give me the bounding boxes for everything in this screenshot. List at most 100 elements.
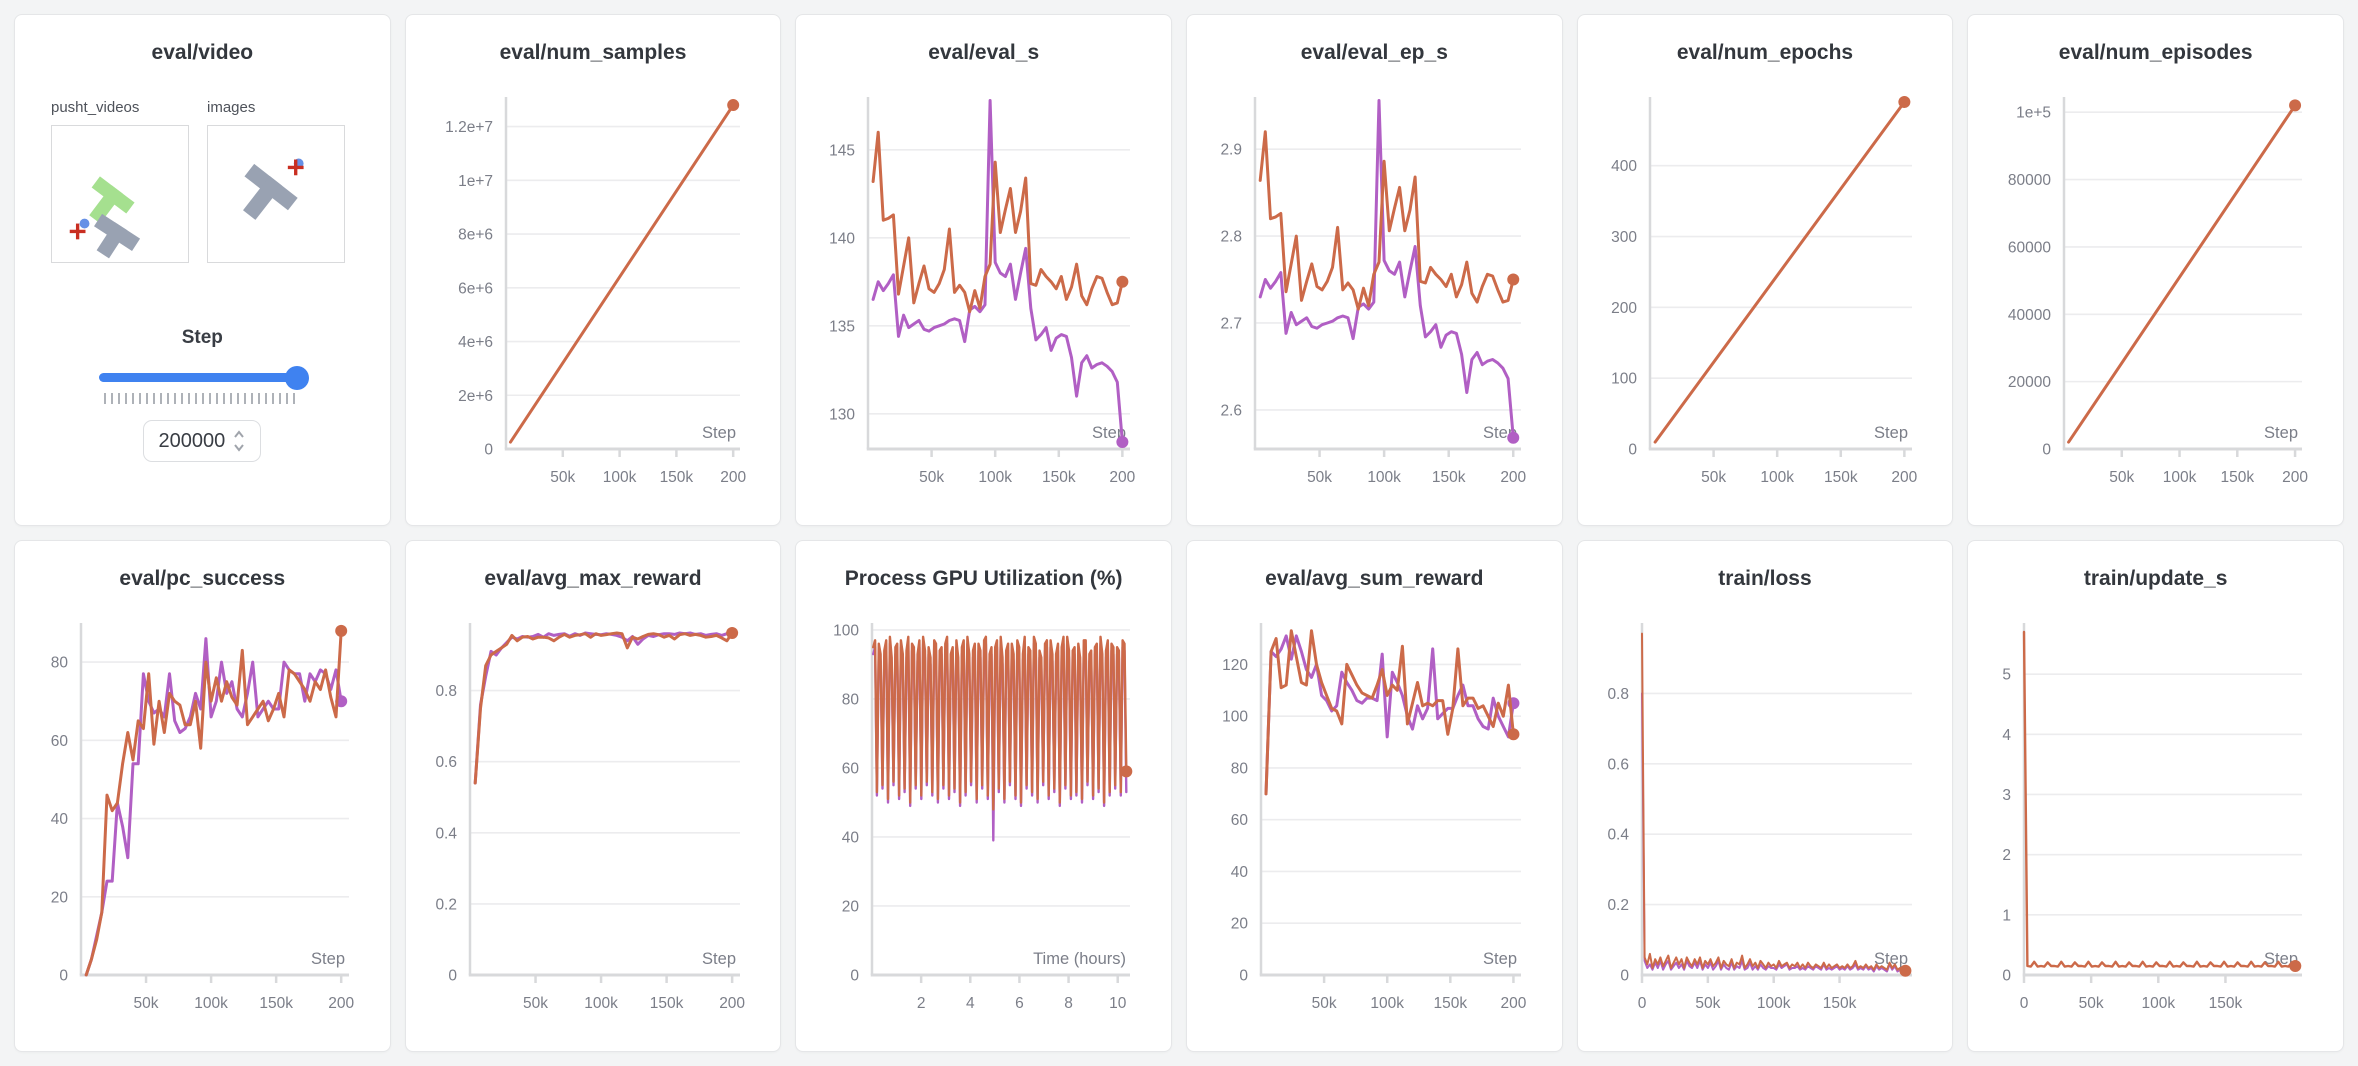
svg-text:100: 100 (1222, 709, 1248, 726)
svg-text:120: 120 (1222, 657, 1248, 674)
slider-tick-marks (104, 393, 301, 404)
svg-text:300: 300 (1611, 229, 1637, 246)
svg-text:100: 100 (833, 622, 859, 639)
svg-text:Step: Step (1483, 950, 1517, 968)
svg-text:200: 200 (1500, 995, 1526, 1012)
svg-text:0.6: 0.6 (435, 754, 457, 771)
svg-text:3: 3 (2003, 787, 2012, 804)
svg-text:60: 60 (1231, 812, 1249, 829)
svg-text:50k: 50k (1312, 995, 1337, 1012)
eval-avg-max-reward-plot[interactable]: 0 0.2 0.4 0.6 0.8 50k 100k 150k 200 Step (406, 607, 780, 1049)
svg-text:0.2: 0.2 (1607, 897, 1629, 914)
process-gpu-utilization-plot[interactable]: 0 20 40 60 80 100 2 4 6 8 10 Time (hours) (796, 607, 1170, 1049)
train-loss-plot[interactable]: 0 0.2 0.4 0.6 0.8 0 50k 100k 150k Step (1578, 607, 1952, 1049)
step-number-input[interactable]: 200000 (143, 420, 262, 462)
svg-text:140: 140 (829, 230, 855, 247)
svg-text:0: 0 (1628, 442, 1637, 459)
svg-text:2: 2 (2003, 847, 2012, 864)
panel-title-process-gpu-utilization: Process GPU Utilization (%) (844, 567, 1123, 590)
svg-text:150k: 150k (259, 995, 293, 1012)
panel-title-train-loss: train/loss (1718, 567, 1812, 590)
svg-text:130: 130 (829, 406, 855, 423)
stepper-chevrons-icon[interactable] (232, 427, 246, 455)
step-slider-label: Step (181, 327, 223, 348)
eval-num-samples-plot[interactable]: 0 2e+6 4e+6 6e+6 8e+6 1e+7 1.2e+7 50k 100k 150k 20… (406, 81, 780, 523)
svg-text:40000: 40000 (2008, 307, 2051, 324)
svg-text:0: 0 (2043, 442, 2052, 459)
svg-text:6e+6: 6e+6 (458, 280, 493, 297)
panel-eval-avg-max-reward: eval/avg_max_reward 0 0.2 0.4 0.6 0.8 50k 100k… (404, 540, 782, 1052)
eval-num-epochs-plot[interactable]: 0 100 200 300 400 50k 100k 150k 200 Step (1578, 81, 1952, 523)
goal-cross-icon (287, 159, 304, 176)
svg-text:Step: Step (1092, 424, 1126, 442)
svg-text:50k: 50k (1695, 995, 1720, 1012)
step-slider[interactable] (99, 365, 310, 391)
svg-text:Step: Step (702, 950, 736, 968)
svg-text:50k: 50k (919, 469, 944, 486)
pusht-video-frame (69, 176, 141, 259)
svg-text:2.6: 2.6 (1220, 402, 1242, 419)
svg-text:100k: 100k (1370, 995, 1404, 1012)
svg-text:Step: Step (702, 424, 736, 442)
svg-text:6: 6 (1015, 995, 1024, 1012)
eval-avg-sum-reward-plot[interactable]: 0 20 40 60 80 100 120 50k 100k 150k 200 Step (1187, 607, 1561, 1049)
panel-title-eval-num-samples: eval/num_samples (499, 41, 687, 64)
step-value[interactable]: 200000 (158, 429, 226, 452)
pusht-video-thumbnail[interactable] (51, 125, 189, 263)
eval-num-episodes-plot[interactable]: 0 20000 40000 60000 80000 1e+5 50k 100k 150k 200 S… (1968, 81, 2342, 523)
images-thumbnail[interactable] (207, 125, 345, 263)
svg-text:1.2e+7: 1.2e+7 (445, 119, 493, 136)
green-tee-shape (89, 176, 135, 224)
svg-text:2.9: 2.9 (1220, 142, 1242, 159)
svg-text:0: 0 (1637, 995, 1646, 1012)
svg-text:2.8: 2.8 (1220, 229, 1242, 246)
svg-text:100k: 100k (2142, 995, 2176, 1012)
svg-text:0: 0 (59, 968, 68, 985)
gray-tee-shape (243, 163, 298, 220)
eval-eval-s-plot[interactable]: 130 135 140 145 50k 100k 150k 200 Step (796, 81, 1170, 523)
svg-text:Time (hours): Time (hours) (1033, 950, 1126, 968)
media-row: pusht_videos (51, 99, 390, 263)
slider-track[interactable] (99, 373, 306, 382)
svg-text:2.7: 2.7 (1220, 315, 1242, 332)
panel-title-eval-avg-max-reward: eval/avg_max_reward (484, 567, 702, 590)
svg-text:50k: 50k (2110, 469, 2135, 486)
svg-text:4: 4 (2003, 727, 2012, 744)
svg-text:5: 5 (2003, 667, 2012, 684)
eval-pc-success-plot[interactable]: 0 20 40 60 80 50k 100k 150k 200 Step (15, 607, 389, 1049)
panel-title-eval-eval-s: eval/eval_s (928, 41, 1040, 64)
svg-text:20: 20 (842, 898, 860, 915)
svg-text:150k: 150k (1432, 469, 1466, 486)
svg-text:200: 200 (2282, 469, 2308, 486)
svg-text:150k: 150k (1042, 469, 1076, 486)
svg-text:0: 0 (448, 968, 457, 985)
svg-text:0.6: 0.6 (1607, 756, 1629, 773)
svg-text:0: 0 (2020, 995, 2029, 1012)
svg-text:60000: 60000 (2008, 239, 2051, 256)
panel-eval-avg-sum-reward: eval/avg_sum_reward 0 20 40 60 80 100 120 50k 10… (1185, 540, 1563, 1052)
svg-text:4e+6: 4e+6 (458, 334, 493, 351)
svg-text:80000: 80000 (2008, 172, 2051, 189)
svg-text:400: 400 (1611, 158, 1637, 175)
svg-text:8: 8 (1065, 995, 1074, 1012)
svg-text:20: 20 (1231, 916, 1249, 933)
panel-eval-num-epochs: eval/num_epochs 0 100 200 300 400 50k 100k 150k… (1576, 14, 1954, 526)
slider-handle[interactable] (285, 366, 310, 390)
images-frame (243, 158, 304, 220)
panel-eval-eval-s: eval/eval_s 130 135 140 145 50k 100k 150k 200 St… (795, 14, 1172, 526)
svg-text:145: 145 (829, 142, 855, 159)
svg-text:100: 100 (1611, 371, 1637, 388)
svg-text:50k: 50k (1701, 469, 1726, 486)
svg-text:0.2: 0.2 (435, 896, 457, 913)
svg-text:100k: 100k (1760, 469, 1794, 486)
svg-text:200: 200 (1611, 300, 1637, 317)
svg-text:100k: 100k (1757, 995, 1791, 1012)
media-pusht-videos: pusht_videos (51, 99, 189, 263)
panel-title-eval-video: eval/video (151, 41, 254, 64)
gray-tee-shape (94, 213, 141, 259)
svg-text:8e+6: 8e+6 (458, 227, 493, 244)
svg-text:50k: 50k (134, 995, 159, 1012)
